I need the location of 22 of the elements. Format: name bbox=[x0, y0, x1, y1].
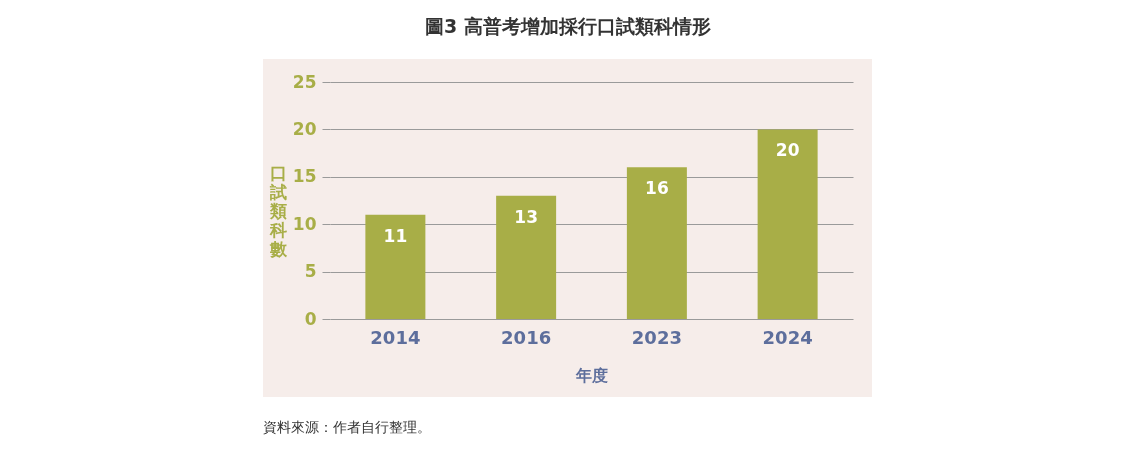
bar bbox=[757, 129, 818, 319]
y-tick-label: 15 bbox=[292, 166, 317, 187]
data-label: 13 bbox=[514, 206, 538, 227]
chart-title: 圖3 高普考增加採行口試類科情形 bbox=[424, 14, 712, 39]
data-label: 16 bbox=[645, 178, 669, 199]
y-tick-label: 25 bbox=[292, 71, 317, 92]
x-axis-title: 年度 bbox=[575, 365, 608, 385]
x-tick-label: 2016 bbox=[501, 326, 552, 348]
x-tick-label: 2024 bbox=[762, 326, 813, 348]
source-note: 資料來源：作者自行整理。 bbox=[263, 419, 431, 437]
x-tick-label: 2023 bbox=[631, 326, 682, 348]
bar bbox=[496, 195, 557, 319]
y-tick-label: 0 bbox=[304, 308, 317, 329]
data-label: 11 bbox=[383, 225, 408, 246]
y-tick-label: 10 bbox=[292, 213, 317, 234]
bar bbox=[365, 214, 426, 319]
data-label: 20 bbox=[775, 140, 800, 161]
bar bbox=[626, 167, 687, 319]
y-tick-label: 20 bbox=[292, 118, 317, 139]
x-tick-label: 2014 bbox=[370, 326, 421, 348]
y-axis-title: 口試類科數 bbox=[269, 162, 288, 259]
y-tick-label: 5 bbox=[304, 261, 317, 282]
